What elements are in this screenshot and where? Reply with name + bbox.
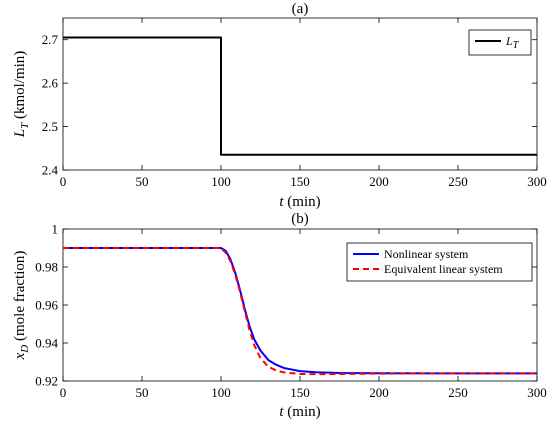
y-tick-label: 0.96 <box>35 298 58 313</box>
y-axis-unit: (kmol/min) <box>12 51 28 123</box>
y-tick-label: 2.7 <box>42 32 59 47</box>
y-axis-variable: x <box>12 352 28 360</box>
chart-panel-1: (a) 0 50 100 150 200 250 300 2.4 2.5 2.6 2.7 t (min)… <box>12 1 547 210</box>
x-axis-variable: t <box>279 404 284 420</box>
y-tick-label: 2.5 <box>42 119 58 134</box>
x-tick-label: 50 <box>136 174 149 189</box>
x-tick-label: 100 <box>211 385 231 400</box>
x-tick-label: 300 <box>527 174 547 189</box>
legend-label: Nonlinear system <box>384 247 469 261</box>
x-tick-label: 250 <box>448 174 468 189</box>
y-tick-label: 0.94 <box>35 336 58 351</box>
legend-label: Equivalent linear system <box>384 262 503 276</box>
y-tick-label: 0.92 <box>35 374 58 389</box>
legend-box <box>346 242 533 282</box>
x-tick-label: 150 <box>290 174 310 189</box>
y-tick-label: 0.98 <box>35 260 58 275</box>
series-line-2 <box>63 247 537 376</box>
x-tick-label: 0 <box>60 174 67 189</box>
x-tick-label: 100 <box>211 174 231 189</box>
legend-box <box>468 29 532 56</box>
x-tick-label: 200 <box>369 385 389 400</box>
y-axis-label: xD (mole fraction) <box>12 251 31 361</box>
x-tick-label: 150 <box>290 385 310 400</box>
chart-title: (b) <box>291 211 309 227</box>
chart-title: (a) <box>292 1 309 17</box>
y-axis-subscript: D <box>19 345 31 354</box>
x-tick-label: 300 <box>527 385 547 400</box>
series-line-1 <box>63 36 537 156</box>
y-tick-label: 1 <box>52 222 59 237</box>
y-tick-label: 2.6 <box>42 76 59 91</box>
legend-label: LT <box>505 34 520 51</box>
y-axis-variable: L <box>12 129 28 138</box>
y-axis-subscript: T <box>19 122 31 129</box>
x-axis-variable: t <box>279 194 284 210</box>
legend-variable: L <box>505 34 513 48</box>
y-axis-label: LT (kmol/min) <box>12 51 31 139</box>
x-tick-label: 250 <box>448 385 468 400</box>
x-tick-label: 200 <box>369 174 389 189</box>
axes-frame <box>62 17 538 171</box>
x-tick-label: 50 <box>136 385 149 400</box>
x-tick-label: 0 <box>60 385 67 400</box>
y-axis-unit: (mole fraction) <box>12 251 28 345</box>
y-tick-label: 2.4 <box>42 163 59 178</box>
x-axis-label: t (min) <box>279 194 320 210</box>
chart-panel-2: (b) 0 50 100 150 200 250 300 0.92 0.94 0.96 0.98 1 t … <box>12 211 547 420</box>
legend-subscript: T <box>513 40 520 51</box>
x-axis-unit: (min) <box>284 194 321 210</box>
x-axis-unit: (min) <box>284 404 321 420</box>
x-axis-label: t (min) <box>279 404 320 420</box>
